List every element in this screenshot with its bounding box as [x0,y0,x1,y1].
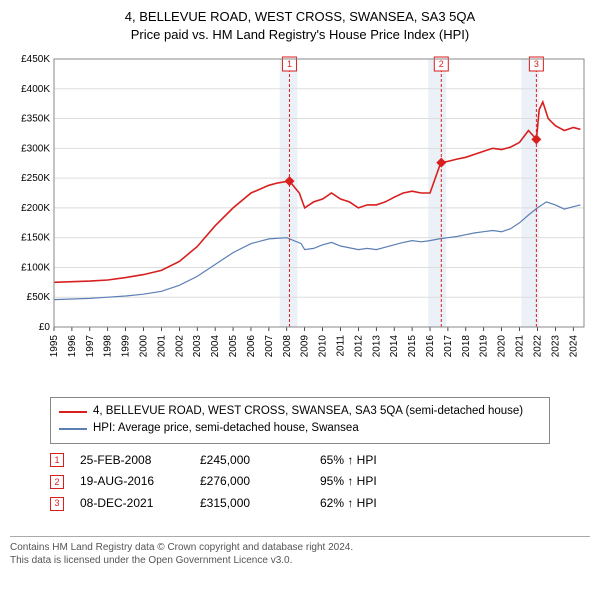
event-marker: 3 [50,497,64,511]
svg-text:2021: 2021 [515,335,526,358]
svg-text:2022: 2022 [532,335,543,358]
svg-text:£50K: £50K [27,292,51,303]
svg-text:2004: 2004 [210,335,221,358]
footnote-line-2: This data is licensed under the Open Gov… [10,554,590,567]
legend-swatch [59,428,87,430]
svg-text:2024: 2024 [568,335,579,358]
svg-text:1995: 1995 [49,335,60,358]
footnote: Contains HM Land Registry data © Crown c… [10,536,590,567]
event-price: £315,000 [200,493,320,515]
svg-text:2: 2 [439,59,444,69]
event-date: 19-AUG-2016 [80,471,200,493]
chart-title-block: 4, BELLEVUE ROAD, WEST CROSS, SWANSEA, S… [10,8,590,43]
svg-text:2007: 2007 [264,335,275,358]
svg-text:2003: 2003 [192,335,203,358]
svg-text:1998: 1998 [103,335,114,358]
event-row: 3 08-DEC-2021£315,00062% ↑ HPI [50,493,590,515]
event-marker: 1 [50,453,64,467]
legend-swatch [59,411,87,413]
svg-text:2005: 2005 [228,335,239,358]
event-date: 08-DEC-2021 [80,493,200,515]
event-delta: 95% ↑ HPI [320,471,440,493]
svg-text:2008: 2008 [282,335,293,358]
svg-text:2018: 2018 [461,335,472,358]
svg-text:£300K: £300K [21,143,50,154]
svg-text:1999: 1999 [121,335,132,358]
svg-text:2019: 2019 [479,335,490,358]
svg-text:£400K: £400K [21,84,50,95]
svg-text:3: 3 [534,59,539,69]
chart-svg: £0 £50K £100K £150K £200K £250K £300K £350K £400… [10,49,590,389]
svg-text:£350K: £350K [21,114,50,125]
svg-text:1: 1 [287,59,292,69]
svg-text:2001: 2001 [156,335,167,358]
footnote-line-1: Contains HM Land Registry data © Crown c… [10,541,590,554]
event-row: 2 19-AUG-2016£276,00095% ↑ HPI [50,471,590,493]
chart-area: £0 £50K £100K £150K £200K £250K £300K £350K £400… [10,49,590,389]
event-price: £276,000 [200,471,320,493]
svg-text:2014: 2014 [389,335,400,358]
legend: 4, BELLEVUE ROAD, WEST CROSS, SWANSEA, S… [50,397,550,444]
svg-text:2016: 2016 [425,335,436,358]
svg-text:£100K: £100K [21,263,50,274]
svg-text:£0: £0 [39,322,51,333]
svg-text:2009: 2009 [300,335,311,358]
legend-row: 4, BELLEVUE ROAD, WEST CROSS, SWANSEA, S… [59,403,541,420]
event-row: 1 25-FEB-2008£245,00065% ↑ HPI [50,450,590,472]
events-table: 1 25-FEB-2008£245,00065% ↑ HPI 2 19-AUG-201… [50,450,590,515]
event-delta: 65% ↑ HPI [320,450,440,472]
svg-text:1996: 1996 [67,335,78,358]
event-delta: 62% ↑ HPI [320,493,440,515]
event-date: 25-FEB-2008 [80,450,200,472]
svg-text:2011: 2011 [335,335,346,357]
svg-text:2020: 2020 [497,335,508,358]
svg-text:2010: 2010 [318,335,329,358]
legend-label: 4, BELLEVUE ROAD, WEST CROSS, SWANSEA, S… [93,403,523,420]
event-marker: 2 [50,475,64,489]
svg-text:£450K: £450K [21,54,50,65]
event-price: £245,000 [200,450,320,472]
legend-row: HPI: Average price, semi-detached house,… [59,420,541,437]
svg-text:2006: 2006 [246,335,257,358]
svg-text:2012: 2012 [353,335,364,358]
svg-text:2002: 2002 [174,335,185,358]
svg-text:£250K: £250K [21,173,50,184]
svg-text:£150K: £150K [21,233,50,244]
svg-text:£200K: £200K [21,203,50,214]
svg-text:2017: 2017 [443,335,454,358]
svg-text:2015: 2015 [407,335,418,358]
title-line-1: 4, BELLEVUE ROAD, WEST CROSS, SWANSEA, S… [10,8,590,26]
title-line-2: Price paid vs. HM Land Registry's House … [10,26,590,44]
svg-text:1997: 1997 [85,335,96,358]
legend-label: HPI: Average price, semi-detached house,… [93,420,359,437]
svg-text:2000: 2000 [139,335,150,358]
chart-container: 4, BELLEVUE ROAD, WEST CROSS, SWANSEA, S… [0,0,600,532]
svg-text:2013: 2013 [371,335,382,358]
svg-text:2023: 2023 [550,335,561,358]
